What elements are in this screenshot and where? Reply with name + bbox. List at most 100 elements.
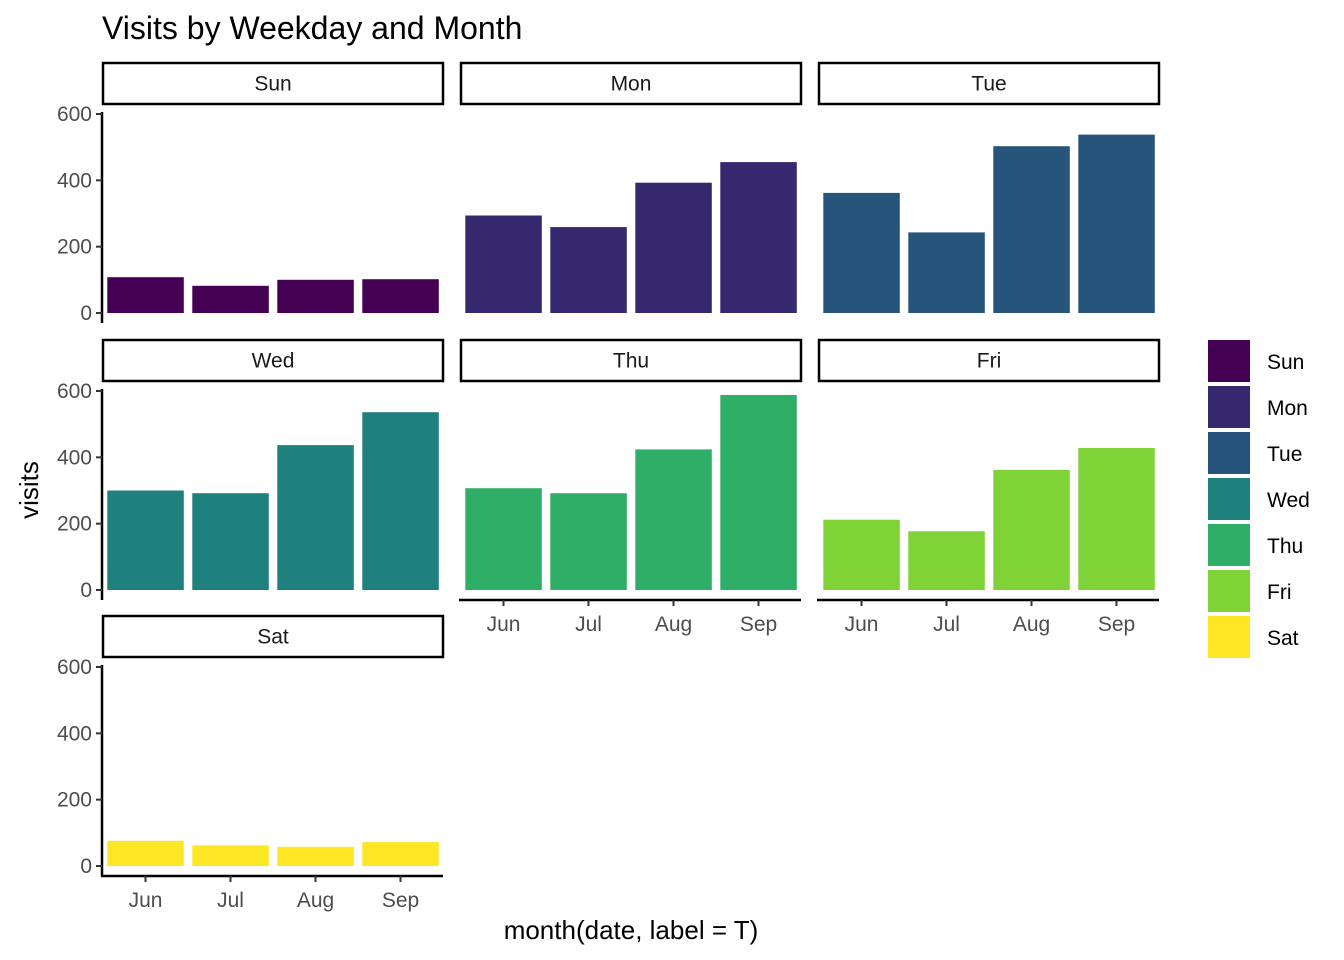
facet-panel-tue: Tue [817, 61, 1161, 313]
bar-wed-jun [107, 490, 184, 590]
facet-strip-label: Sat [257, 626, 289, 649]
legend-swatch [1208, 616, 1250, 658]
legend-item-mon: Mon [1208, 386, 1308, 428]
bar-sat-sep [362, 842, 439, 866]
legend-label: Sat [1267, 627, 1299, 650]
x-tick-label: Jun [129, 889, 163, 912]
x-tick-label: Jul [217, 889, 244, 912]
bar-sat-jul [192, 845, 269, 866]
legend-swatch [1208, 432, 1250, 474]
bar-tue-aug [993, 146, 1070, 313]
legend-item-fri: Fri [1208, 570, 1292, 612]
facet-strip-label: Mon [611, 73, 652, 96]
y-tick-label: 600 [57, 656, 92, 679]
bar-sun-jun [107, 277, 184, 313]
legend-label: Tue [1267, 443, 1302, 466]
x-tick-label: Jul [575, 613, 602, 636]
facet-strip [459, 61, 803, 106]
bar-sun-sep [362, 279, 439, 313]
y-tick-label: 0 [80, 302, 92, 325]
x-tick-label: Sep [382, 889, 419, 912]
y-tick-label: 600 [57, 103, 92, 126]
bar-thu-sep [720, 395, 797, 590]
legend-label: Fri [1267, 581, 1292, 604]
legend-item-thu: Thu [1208, 524, 1303, 566]
bar-sun-jul [192, 285, 269, 313]
x-tick-label: Aug [297, 889, 334, 912]
y-tick-label: 400 [57, 722, 92, 745]
legend-swatch [1208, 386, 1250, 428]
facet-panel-thu: Thu Jun Jul Aug Sep [459, 338, 803, 636]
legend: Sun Mon Tue Wed Thu Fri Sat [1208, 340, 1310, 658]
y-tick-label: 200 [57, 236, 92, 259]
y-tick-label: 400 [57, 446, 92, 469]
facet-strip-label: Tue [971, 73, 1006, 96]
legend-item-sun: Sun [1208, 340, 1304, 382]
y-tick-label: 200 [57, 513, 92, 536]
bar-sat-aug [277, 846, 354, 866]
bar-tue-jun [823, 192, 900, 313]
x-tick-label: Sep [1098, 613, 1135, 636]
bar-mon-sep [720, 162, 797, 313]
legend-swatch [1208, 478, 1250, 520]
bar-thu-jun [465, 488, 542, 590]
legend-item-wed: Wed [1208, 478, 1310, 520]
facet-strip [459, 338, 803, 383]
chart-title: Visits by Weekday and Month [102, 10, 522, 46]
bar-mon-jun [465, 215, 542, 313]
x-tick-label: Jul [933, 613, 960, 636]
legend-item-tue: Tue [1208, 432, 1302, 474]
bar-sat-jun [107, 840, 184, 866]
legend-label: Mon [1267, 397, 1308, 420]
legend-item-sat: Sat [1208, 616, 1299, 658]
facet-strip [101, 61, 445, 106]
legend-label: Wed [1267, 489, 1310, 512]
facet-strip [817, 338, 1161, 383]
bar-tue-sep [1078, 134, 1155, 313]
facet-panel-mon: Mon [459, 61, 803, 313]
bar-mon-aug [635, 182, 712, 313]
facet-strip-label: Thu [613, 350, 649, 373]
bar-fri-jun [823, 519, 900, 590]
legend-label: Thu [1267, 535, 1303, 558]
y-tick-label: 400 [57, 169, 92, 192]
legend-swatch [1208, 524, 1250, 566]
facet-strip [817, 61, 1161, 106]
y-tick-label: 600 [57, 380, 92, 403]
legend-label: Sun [1267, 351, 1304, 374]
facet-panels: Sun 0 200 400 600 Mon Tue Wed 0 200 400 600 Thu Jun Ju… [57, 61, 1161, 912]
bar-fri-jul [908, 531, 985, 590]
x-axis-title: month(date, label = T) [504, 915, 759, 945]
bar-thu-jul [550, 493, 627, 590]
y-tick-label: 0 [80, 855, 92, 878]
facet-panel-fri: Fri Jun Jul Aug Sep [817, 338, 1161, 636]
bar-mon-jul [550, 227, 627, 313]
facet-strip-label: Wed [252, 350, 295, 373]
bar-thu-aug [635, 449, 712, 590]
y-axis-title: visits [14, 461, 44, 519]
bar-wed-jul [192, 493, 269, 590]
facet-panel-sat: Sat 0 200 400 600 Jun Jul Aug Sep [57, 614, 445, 912]
x-tick-label: Sep [740, 613, 777, 636]
facet-panel-sun: Sun 0 200 400 600 [57, 61, 445, 325]
x-tick-label: Aug [1013, 613, 1050, 636]
legend-swatch [1208, 570, 1250, 612]
y-tick-label: 0 [80, 579, 92, 602]
bar-fri-aug [993, 469, 1070, 590]
bar-fri-sep [1078, 448, 1155, 590]
y-tick-label: 200 [57, 789, 92, 812]
facet-strip [101, 614, 445, 659]
bar-sun-aug [277, 279, 354, 313]
x-tick-label: Jun [845, 613, 879, 636]
bar-wed-aug [277, 445, 354, 590]
x-tick-label: Jun [487, 613, 521, 636]
facet-strip [101, 338, 445, 383]
x-tick-label: Aug [655, 613, 692, 636]
bar-tue-jul [908, 232, 985, 313]
facet-strip-label: Sun [254, 73, 291, 96]
legend-swatch [1208, 340, 1250, 382]
facet-panel-wed: Wed 0 200 400 600 [57, 338, 445, 602]
facet-strip-label: Fri [977, 350, 1002, 373]
bar-wed-sep [362, 412, 439, 590]
